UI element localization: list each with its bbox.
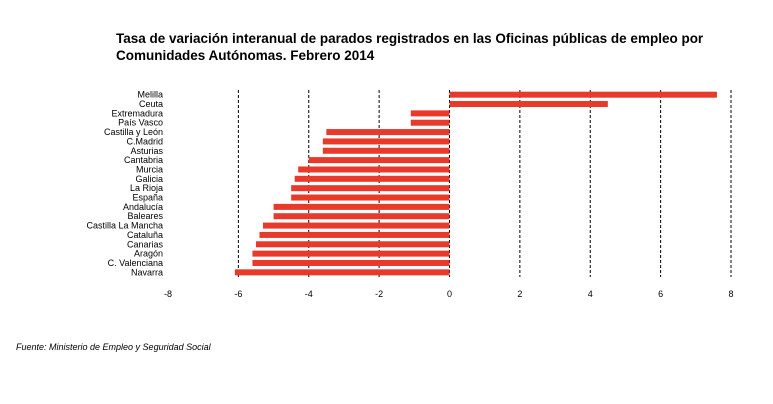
source-note: Fuente: Ministerio de Empleo y Seguridad… [16,342,211,352]
category-label: Melilla [137,90,163,100]
bar [294,175,450,182]
bar [410,119,450,126]
bar [234,269,450,276]
category-label: Andalucía [123,202,163,212]
bar [298,166,450,173]
bar [252,250,450,257]
bar [449,91,717,98]
x-tick-label: -8 [164,289,172,299]
bar [273,203,450,210]
category-label: Cantabria [124,155,163,165]
category-label: Galicia [135,174,163,184]
category-label: La Rioja [130,183,163,193]
x-tick-label: 4 [588,289,593,299]
bar [263,222,450,229]
category-label: Murcia [136,164,163,174]
bar [255,241,450,248]
bar [291,194,450,201]
category-label: Castilla La Mancha [86,221,163,231]
category-label: Ceuta [139,99,163,109]
chart-title-line-2: Comunidades Autónomas. Febrero 2014 [116,48,375,63]
bars [234,91,717,276]
x-tick-labels: -8 -6 -4 -2 0 2 4 6 8 [164,289,734,299]
bar [322,147,450,154]
x-tick-label: 0 [447,289,452,299]
bar [308,157,450,164]
category-label: C.Madrid [126,136,163,146]
grid-lines [237,90,732,277]
category-label: Navarra [131,267,163,277]
category-label: Castilla y León [104,127,163,137]
bar [410,110,450,117]
category-label: Cataluña [127,230,163,240]
category-label: Baleares [127,211,163,221]
bar [449,101,608,108]
category-label: Canarias [127,239,164,249]
category-label: Asturias [130,146,163,156]
category-label: País Vasco [118,118,163,128]
bar [273,213,450,220]
category-label: España [132,193,163,203]
x-tick-label: 6 [658,289,663,299]
chart-title: Tasa de variación interanual de parados … [116,30,716,64]
x-tick-label: 2 [517,289,522,299]
category-label: C. Valenciana [108,258,163,268]
bar [326,129,450,136]
x-tick-label: 8 [728,289,733,299]
chart-title-line-1: Tasa de variación interanual de parados … [116,31,704,46]
bar [322,138,450,145]
x-tick-label: -2 [375,289,383,299]
bar [259,231,450,238]
x-tick-label: -6 [234,289,242,299]
category-label: Aragón [134,249,163,259]
category-label: Extremadura [111,108,163,118]
x-tick-label: -4 [305,289,313,299]
bar [291,185,450,192]
bar [252,259,450,266]
